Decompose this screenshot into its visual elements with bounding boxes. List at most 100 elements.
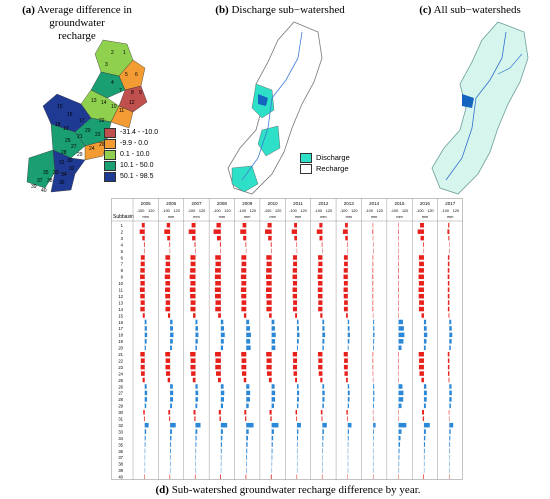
bar	[297, 390, 300, 396]
bar	[343, 268, 348, 273]
bar	[292, 351, 298, 357]
bar	[347, 429, 349, 434]
bar	[165, 268, 171, 273]
map-c-outline	[431, 21, 529, 195]
map-a-region	[110, 105, 134, 129]
bar	[317, 351, 323, 357]
bar	[170, 442, 172, 447]
map-b-discharge	[231, 165, 259, 193]
bar	[241, 281, 247, 286]
bar	[271, 455, 273, 460]
bar	[140, 255, 145, 260]
bar	[322, 422, 327, 428]
axis-tick-label: 120	[199, 209, 205, 213]
bar	[447, 351, 450, 357]
bar	[347, 339, 350, 344]
bar	[448, 377, 450, 383]
unit-label: mm	[396, 215, 402, 219]
subbasin-label: 28	[118, 397, 123, 402]
bar	[169, 416, 171, 421]
bar	[220, 429, 224, 434]
bar	[449, 332, 453, 338]
bar	[140, 351, 145, 357]
bar	[372, 306, 374, 312]
map-a-label: 36	[59, 180, 65, 186]
bar	[195, 435, 197, 441]
bar	[423, 332, 428, 338]
bar	[423, 403, 426, 409]
subbasin-label: 12	[118, 294, 123, 299]
map-a-region	[84, 139, 108, 161]
bar	[343, 255, 348, 260]
bar	[423, 339, 427, 344]
bar	[297, 384, 299, 389]
bar	[191, 371, 196, 376]
map-a-label: 23	[95, 132, 101, 138]
map-a-label: 33	[53, 170, 59, 176]
bar	[448, 235, 450, 241]
map-a-label: 8	[131, 90, 134, 96]
bar	[294, 222, 298, 228]
bar	[266, 300, 272, 305]
bar	[193, 313, 196, 318]
bar	[246, 339, 251, 344]
bar	[144, 397, 148, 402]
bar	[220, 422, 228, 428]
bar	[320, 377, 323, 383]
subbasin-label: 25	[118, 378, 123, 383]
bar	[170, 455, 171, 460]
axis-tick-label: 120	[148, 209, 154, 213]
caption-d-text: Sub-watershed groundwater recharge diffe…	[168, 484, 421, 496]
bar	[449, 403, 451, 409]
map-a-labels: 2 1 3 5 6 4 8 9 7 13 14 12 10 11 15 16 2…	[31, 50, 142, 194]
subbasin-label: 33	[118, 429, 123, 434]
map-a-label: 17	[79, 118, 85, 124]
bar	[317, 287, 323, 292]
bar	[269, 410, 272, 415]
bar	[296, 416, 298, 421]
bar	[297, 403, 299, 409]
bar	[170, 384, 173, 389]
unit-label: mm	[269, 215, 275, 219]
bar	[423, 326, 427, 331]
bar	[215, 306, 221, 312]
bar	[143, 242, 145, 247]
bar	[241, 293, 247, 299]
bar	[418, 281, 424, 286]
subbasin-label: 39	[118, 468, 123, 473]
bar	[167, 235, 171, 241]
caption-c: (c) All sub−watersheds	[400, 4, 540, 17]
unit-label: mm	[371, 215, 377, 219]
bar	[268, 377, 272, 383]
bar	[195, 319, 198, 325]
bar	[322, 339, 325, 344]
bar	[372, 358, 374, 363]
bar	[342, 229, 348, 234]
legend-a-label: -31.4 - -10.0	[120, 129, 159, 136]
bar	[141, 371, 145, 376]
bar	[266, 268, 272, 273]
bar	[218, 410, 221, 415]
bar	[449, 397, 452, 402]
row-header: Subbasin	[113, 214, 134, 220]
caption-b-text: Discharge sub−watershed	[228, 4, 345, 16]
bar	[347, 390, 350, 396]
bar	[423, 474, 424, 480]
bar	[245, 242, 247, 247]
subbasin-label: 1	[121, 223, 124, 228]
unit-label: mm	[193, 215, 199, 219]
bar	[215, 268, 221, 273]
bar	[319, 222, 323, 228]
bar	[214, 287, 221, 292]
bar	[219, 416, 221, 421]
bar	[318, 281, 323, 286]
bar	[241, 364, 247, 370]
legend-a-swatch	[104, 160, 116, 171]
legend-b: Discharge Recharge	[300, 152, 350, 174]
bar	[347, 416, 348, 421]
bar	[195, 442, 197, 447]
bar	[246, 319, 250, 325]
bar	[419, 300, 424, 305]
bar	[265, 229, 272, 234]
map-a-label: 3	[105, 62, 108, 68]
